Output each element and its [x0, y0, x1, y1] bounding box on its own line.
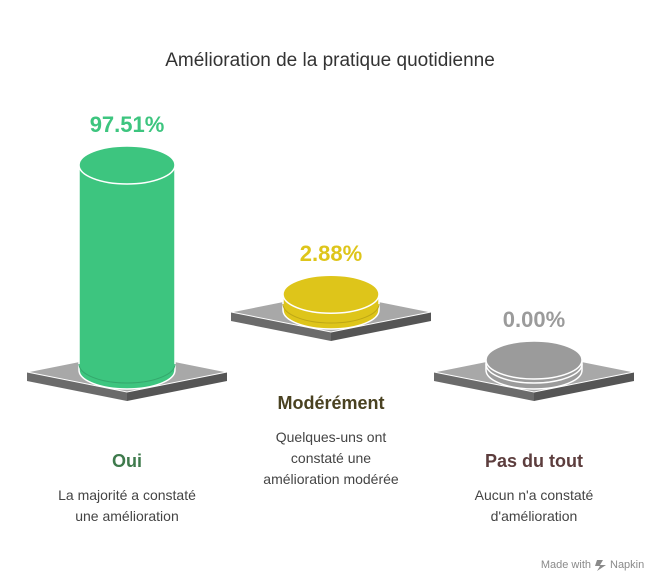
value-label: 97.51% — [90, 112, 165, 137]
platform-side-left — [231, 312, 331, 341]
bar-moderement — [230, 274, 432, 341]
bar-base-ring — [282, 303, 380, 324]
category-description: amélioration modérée — [263, 471, 399, 487]
platform-side-left — [27, 372, 127, 401]
category-label: Oui — [112, 451, 142, 471]
bar-top — [282, 274, 380, 314]
bar-top — [485, 340, 583, 380]
bar-pas-du-tout — [433, 340, 635, 401]
category-description: une amélioration — [75, 508, 179, 524]
bar-oui — [26, 145, 228, 401]
napkin-footer: Made with Napkin — [541, 559, 644, 571]
category-description: constaté une — [291, 450, 371, 466]
bar-top — [78, 145, 176, 185]
category-description: d'amélioration — [491, 508, 578, 524]
bar-base-ring — [78, 363, 176, 384]
platform-side-right — [127, 372, 227, 401]
value-label: 0.00% — [503, 307, 565, 332]
platform-side-right — [331, 312, 431, 341]
platform-side-left — [434, 372, 534, 401]
footer-brand: Napkin — [610, 559, 644, 571]
bar-body — [78, 164, 176, 390]
value-label: 2.88% — [300, 241, 362, 266]
category-description: Aucun n'a constaté — [475, 487, 594, 503]
napkin-logo-icon — [595, 560, 606, 571]
category-label: Pas du tout — [485, 451, 583, 471]
bar-base-ring — [485, 363, 583, 384]
footer-made-with: Made with — [541, 559, 591, 571]
platform-side-right — [534, 372, 634, 401]
category-description: La majorité a constaté — [58, 487, 196, 503]
category-description: Quelques-uns ont — [276, 429, 387, 445]
chart-title: Amélioration de la pratique quotidienne — [165, 50, 495, 71]
bars-group: 97.51% Oui La majorité a constaté une améli… — [26, 112, 635, 524]
category-label: Modérément — [277, 393, 384, 413]
